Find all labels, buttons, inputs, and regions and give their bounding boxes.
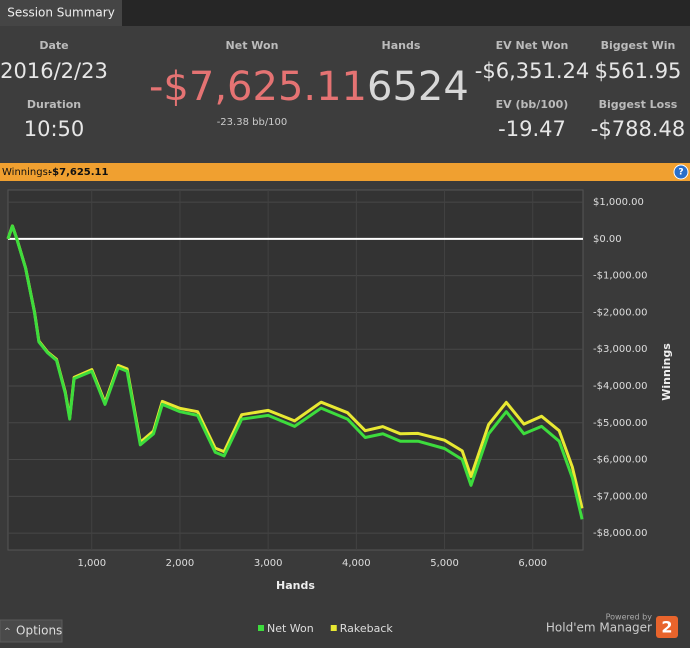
y-tick-label: -$4,000.00 bbox=[593, 381, 648, 392]
net-won-bb: -23.38 bb/100 bbox=[217, 117, 288, 128]
plot-area bbox=[7, 189, 584, 551]
x-axis-label: Hands bbox=[276, 579, 315, 592]
powered-by: Powered by bbox=[606, 613, 653, 622]
legend-swatch bbox=[258, 625, 264, 631]
chart: $1,000.00 $0.00 -$1,000.00 -$2,000.00 -$3,00… bbox=[6, 190, 673, 635]
biggest-loss: -$788.48 bbox=[591, 117, 685, 141]
x-tick-label: 2,000 bbox=[166, 558, 195, 569]
winnings-label: Winnings: bbox=[2, 167, 51, 178]
y-tick-label: -$8,000.00 bbox=[593, 528, 648, 539]
legend-label: Net Won bbox=[267, 622, 314, 635]
y-tick-label: -$2,000.00 bbox=[593, 307, 648, 318]
options-label[interactable]: Options bbox=[16, 624, 62, 638]
duration-label: Duration bbox=[27, 98, 81, 111]
tab[interactable] bbox=[0, 0, 122, 26]
series-line bbox=[6, 224, 584, 520]
y-tick-label: -$3,000.00 bbox=[593, 344, 648, 355]
ev-net-won-label: EV Net Won bbox=[496, 39, 569, 52]
ev-bb-label: EV (bb/100) bbox=[496, 98, 569, 111]
biggest-win-label: Biggest Win bbox=[601, 39, 676, 52]
winnings-bar bbox=[0, 163, 690, 181]
x-tick-label: 5,000 bbox=[430, 558, 459, 569]
logo bbox=[656, 616, 678, 638]
help-icon[interactable] bbox=[673, 164, 689, 180]
x-tick-label: 4,000 bbox=[342, 558, 371, 569]
x-tick-label: 3,000 bbox=[254, 558, 283, 569]
biggest-loss-label: Biggest Loss bbox=[599, 98, 678, 111]
winnings-value: -$7,625.11 bbox=[48, 167, 108, 178]
hands: 6524 bbox=[367, 64, 469, 110]
y-tick-label: -$5,000.00 bbox=[593, 418, 648, 429]
y-axis-label: Winnings bbox=[660, 343, 673, 401]
y-tick-label: -$7,000.00 bbox=[593, 491, 648, 502]
net-won: -$7,625.11 bbox=[149, 64, 367, 110]
legend-swatch bbox=[330, 625, 337, 631]
headline: -$7,625.116524 bbox=[149, 64, 469, 110]
stats-panel bbox=[0, 26, 690, 163]
x-tick-label: 1,000 bbox=[77, 558, 106, 569]
y-tick-label: $1,000.00 bbox=[593, 197, 644, 208]
y-tick-label: -$6,000.00 bbox=[593, 455, 648, 466]
options-button[interactable] bbox=[0, 619, 63, 643]
y-tick-label: $0.00 bbox=[593, 234, 622, 245]
net-won-label: Net Won bbox=[226, 39, 279, 52]
tab-label[interactable]: Session Summary bbox=[7, 6, 115, 20]
help-icon-text[interactable]: ? bbox=[678, 168, 683, 178]
options-caret[interactable]: ^ bbox=[4, 627, 11, 636]
date: 2016/2/23 bbox=[0, 59, 108, 83]
legend-label: Rakeback bbox=[340, 622, 394, 635]
x-tick-label: 6,000 bbox=[518, 558, 547, 569]
duration: 10:50 bbox=[24, 117, 85, 141]
brand: Hold'em Manager bbox=[546, 621, 652, 635]
y-tick-label: -$1,000.00 bbox=[593, 271, 648, 282]
ev-net-won: -$6,351.24 bbox=[475, 59, 589, 83]
logo-text: 2 bbox=[661, 618, 672, 637]
hands-label: Hands bbox=[382, 39, 421, 52]
biggest-win: $561.95 bbox=[595, 59, 682, 83]
ev-bb: -19.47 bbox=[498, 117, 566, 141]
date-label: Date bbox=[39, 39, 68, 52]
